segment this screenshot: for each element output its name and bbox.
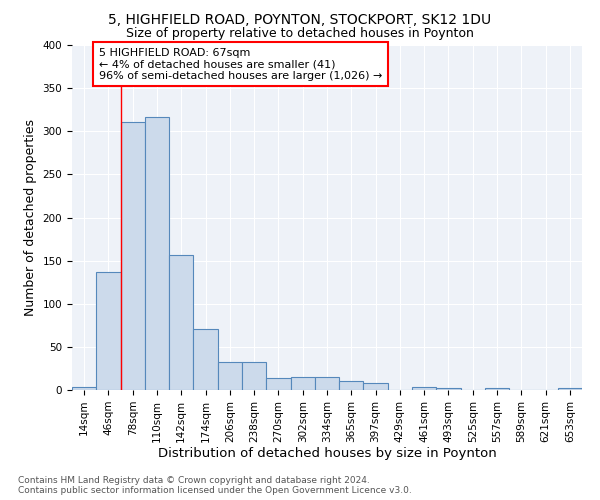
Bar — [412, 386, 436, 390]
Text: 5 HIGHFIELD ROAD: 67sqm
← 4% of detached houses are smaller (41)
96% of semi-det: 5 HIGHFIELD ROAD: 67sqm ← 4% of detached… — [99, 48, 382, 81]
Bar — [96, 272, 121, 390]
Bar — [436, 388, 461, 390]
Bar — [121, 122, 145, 390]
Bar — [169, 254, 193, 390]
Text: Size of property relative to detached houses in Poynton: Size of property relative to detached ho… — [126, 28, 474, 40]
Y-axis label: Number of detached properties: Number of detached properties — [24, 119, 37, 316]
Bar — [218, 362, 242, 390]
X-axis label: Distribution of detached houses by size in Poynton: Distribution of detached houses by size … — [158, 448, 496, 460]
Bar — [72, 386, 96, 390]
Bar — [485, 388, 509, 390]
Bar — [193, 329, 218, 390]
Bar — [145, 118, 169, 390]
Bar — [242, 362, 266, 390]
Bar — [315, 377, 339, 390]
Text: Contains HM Land Registry data © Crown copyright and database right 2024.
Contai: Contains HM Land Registry data © Crown c… — [18, 476, 412, 495]
Text: 5, HIGHFIELD ROAD, POYNTON, STOCKPORT, SK12 1DU: 5, HIGHFIELD ROAD, POYNTON, STOCKPORT, S… — [109, 12, 491, 26]
Bar — [558, 388, 582, 390]
Bar — [364, 383, 388, 390]
Bar — [266, 378, 290, 390]
Bar — [339, 382, 364, 390]
Bar — [290, 377, 315, 390]
